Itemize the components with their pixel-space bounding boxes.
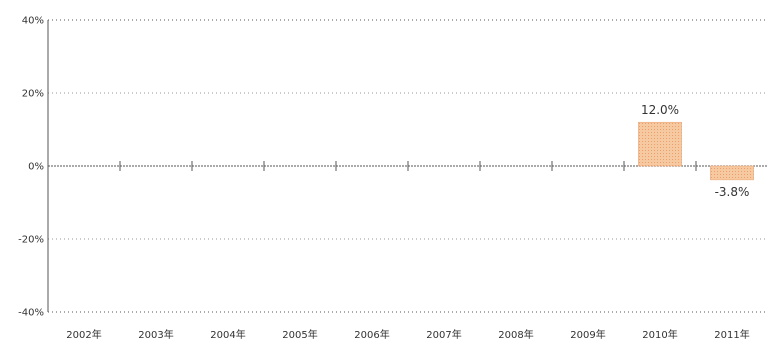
x-tick-label-7: 2009年 <box>570 328 605 341</box>
x-tick-label-3: 2005年 <box>282 328 317 341</box>
x-tick-label-5: 2007年 <box>426 328 461 341</box>
y-tick-label-0: 40% <box>22 16 44 27</box>
x-tick-label-9: 2011年 <box>714 328 749 341</box>
x-tick-label-4: 2006年 <box>354 328 389 341</box>
data-label-8: 12.0% <box>641 103 679 117</box>
y-tick-label-1: 20% <box>22 89 44 100</box>
x-tick-label-0: 2002年 <box>66 328 101 341</box>
x-tick-label-6: 2008年 <box>498 328 533 341</box>
bar-9 <box>710 165 754 181</box>
x-tick-label-1: 2003年 <box>138 328 173 341</box>
bar-8 <box>638 121 682 167</box>
y-tick-label-2: 0% <box>28 162 44 173</box>
x-tick-label-2: 2004年 <box>210 328 245 341</box>
y-tick-label-4: -40% <box>18 308 44 319</box>
x-tick-label-8: 2010年 <box>642 328 677 341</box>
y-tick-label-3: -20% <box>18 235 44 246</box>
data-label-9: -3.8% <box>715 185 750 199</box>
